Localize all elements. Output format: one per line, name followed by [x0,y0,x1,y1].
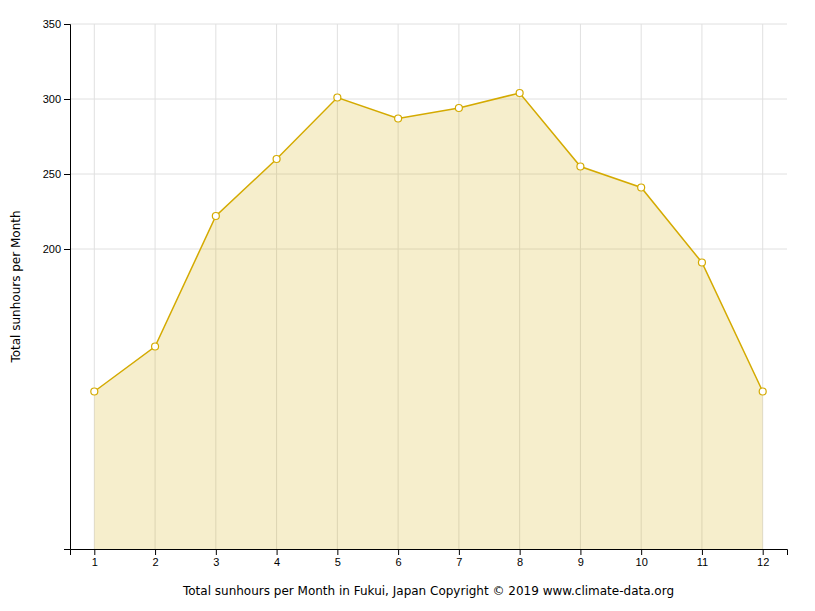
tick: 1 [92,549,98,568]
grid-line [70,99,787,100]
point [91,388,98,395]
plot: 123456789101112200250300350 [43,18,788,568]
tick-label: 350 [43,18,61,30]
tick-mark [398,549,399,555]
axis-line [64,25,71,550]
tick-mark [64,24,70,25]
axis-line [71,550,788,556]
tick-mark [216,549,217,555]
tick-mark [64,99,70,100]
tick-label: 200 [43,243,61,255]
tick: 7 [456,549,462,568]
tick-mark [459,549,460,555]
tick-mark [64,249,70,250]
tick-mark [641,549,642,555]
tick-label: 4 [274,556,280,568]
point [577,163,584,170]
tick-label: 10 [636,556,648,568]
point [516,90,523,97]
point [212,213,219,220]
point [638,184,645,191]
x-axis-title: Total sunhours per Month in Fukui, Japan… [182,584,674,598]
tick: 6 [396,549,402,568]
tick: 8 [517,549,523,568]
tick-mark [580,549,581,555]
tick-label: 3 [213,556,219,568]
tick: 2 [153,549,159,568]
tick-label: 2 [153,556,159,568]
tick-label: 250 [43,168,61,180]
grid [70,24,787,549]
tick: 250 [43,168,70,180]
y-axis-title: Total sunhours per Month [9,210,23,363]
tick-label: 11 [697,556,708,568]
tick-label: 9 [578,556,584,568]
tick-label: 12 [757,556,769,568]
point [759,388,766,395]
point [698,259,705,266]
tick-mark [763,549,764,555]
tick: 300 [43,93,70,105]
chart: 123456789101112200250300350Total sunhour… [0,0,815,611]
tick-mark [94,549,95,555]
tick-label: 5 [335,556,341,568]
tick: 4 [274,549,280,568]
tick-mark [337,549,338,555]
tick: 5 [335,549,341,568]
tick-label: 8 [517,556,523,568]
tick: 200 [43,243,70,255]
point [152,343,159,350]
grid-line [70,24,787,25]
tick-label: 7 [456,556,462,568]
tick-label: 300 [43,93,61,105]
line [94,93,762,392]
tick-label: 1 [92,556,98,568]
x-axis: 123456789101112 [71,549,788,568]
tick: 350 [43,18,70,30]
tick: 11 [697,549,708,568]
y-axis: 200 250 300 350 [43,18,71,549]
tick-mark [702,549,703,555]
tick: 9 [578,549,584,568]
tick-label: 6 [396,556,402,568]
tick-mark [64,174,70,175]
point [334,94,341,101]
point [455,105,462,112]
tick-mark [277,549,278,555]
point [395,115,402,122]
marks [91,90,766,550]
point [273,156,280,163]
tick-mark [520,549,521,555]
area [94,93,762,549]
tick: 10 [636,549,648,568]
tick-mark [155,549,156,555]
tick: 3 [213,549,219,568]
tick: 12 [757,549,769,568]
